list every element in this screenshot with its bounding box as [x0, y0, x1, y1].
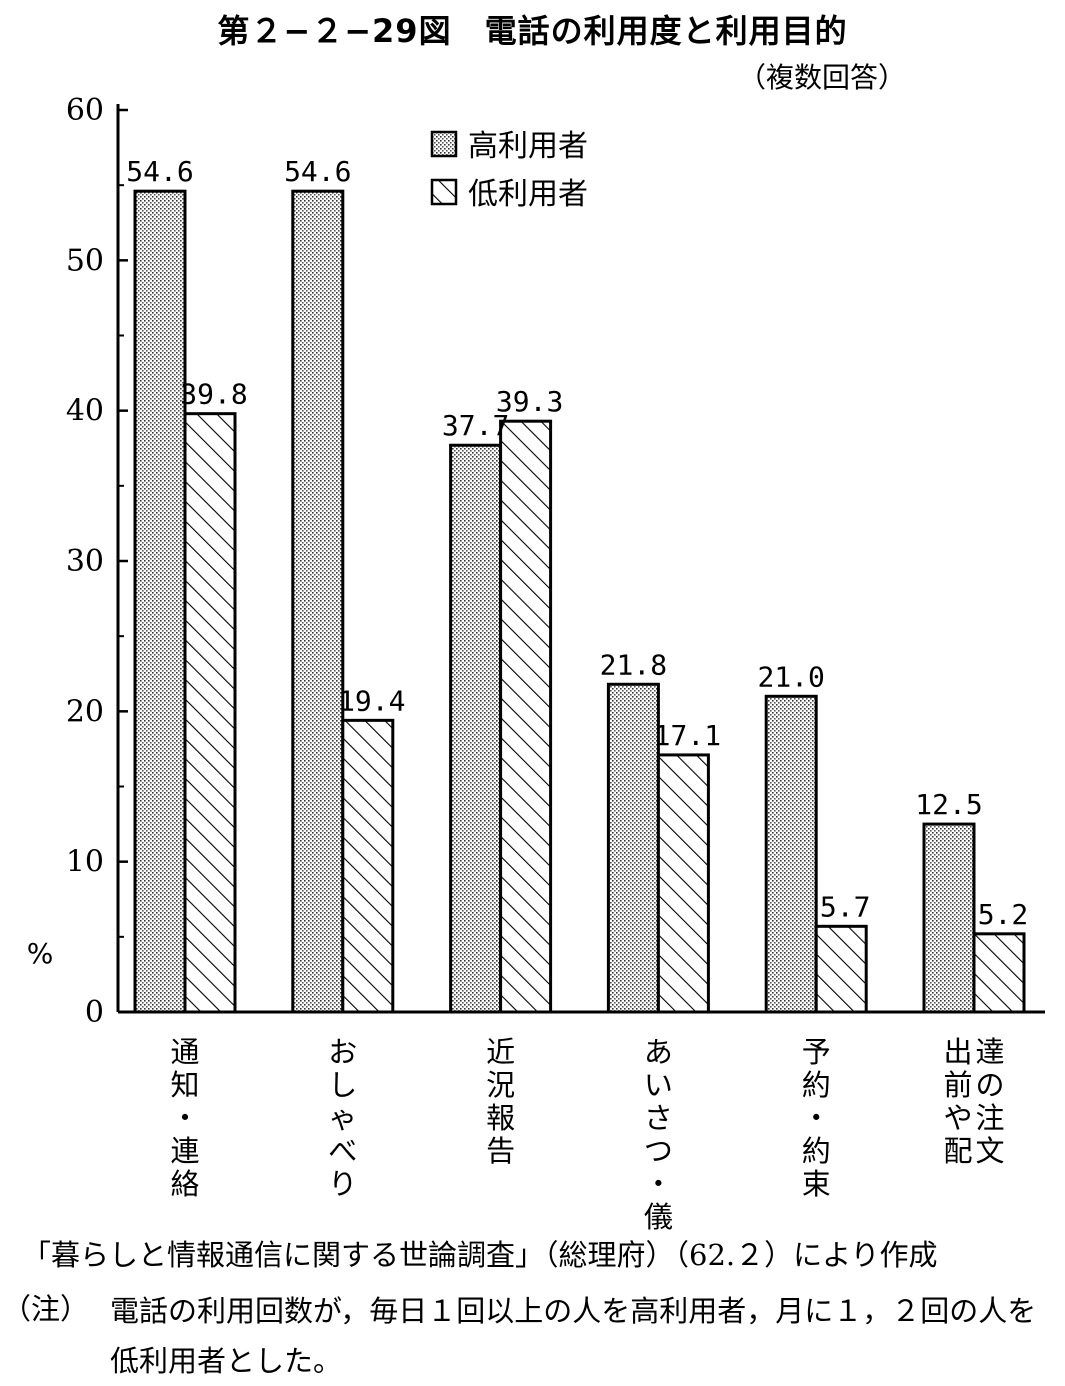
category-label-char: の [975, 1068, 1004, 1102]
data-label: 37.7 [442, 409, 509, 442]
data-label: 39.8 [180, 378, 247, 411]
category-label-char: 約 [802, 1068, 831, 1102]
bar-low [814, 924, 868, 1014]
category-label-char: 文 [975, 1134, 1004, 1168]
category-label-char: 約 [802, 1134, 831, 1168]
category-label-char: ・ [170, 1101, 199, 1135]
legend-swatch-high [430, 130, 458, 158]
category-label-char: ・ [644, 1167, 673, 1201]
category-label-char: 儀 [644, 1200, 673, 1230]
y-tick-label: 0 [85, 995, 104, 1030]
chart-subtitle: （複数回答） [738, 61, 907, 94]
category-label-char: 報 [486, 1101, 515, 1135]
category-label-char: 近 [486, 1035, 515, 1069]
category-label-char: つ [644, 1134, 673, 1168]
category-label-char: べ [328, 1134, 357, 1168]
data-label: 54.6 [126, 155, 193, 188]
category-label-char: 前 [943, 1068, 972, 1102]
bar-low [972, 932, 1026, 1014]
y-tick-label: 30 [66, 544, 104, 579]
category-label-char: 配 [943, 1134, 972, 1168]
source-note: 「暮らしと情報通信に関する世論調査」（総理府）（62.２）により作成 [22, 1238, 938, 1272]
legend-label-high: 高利用者 [468, 129, 588, 164]
bar-high [764, 694, 818, 1014]
bar-high [291, 189, 345, 1014]
data-label: 5.2 [978, 898, 1029, 931]
category-label-char: あ [644, 1035, 673, 1069]
category-label-char: し [328, 1068, 357, 1102]
category-label-char: 告 [486, 1134, 515, 1168]
legend-swatch-low [430, 178, 458, 206]
data-label: 21.8 [600, 648, 667, 681]
data-label: 17.1 [654, 719, 721, 752]
category-label-char: り [328, 1167, 357, 1201]
bar-low [341, 718, 395, 1014]
y-tick-label: 50 [66, 243, 104, 278]
legend-label-low: 低利用者 [468, 177, 588, 212]
bar-low [656, 753, 710, 1014]
data-label: 12.5 [915, 788, 982, 821]
category-label-char: ゃ [328, 1101, 357, 1135]
category-label-char: 予 [802, 1035, 831, 1069]
data-label: 54.6 [284, 155, 351, 188]
bar-high [606, 682, 660, 1014]
note-label: （注） [2, 1292, 90, 1326]
y-tick-label: 20 [66, 694, 104, 729]
category-label-char: さ [644, 1101, 673, 1135]
category-label-char: ・ [802, 1101, 831, 1135]
y-axis-label: % [27, 937, 54, 970]
bar-low [183, 412, 237, 1014]
category-label-char: 絡 [170, 1167, 199, 1201]
category-label-char: い [644, 1068, 673, 1102]
category-label-char: 束 [802, 1167, 831, 1201]
bar-low [499, 419, 553, 1014]
data-label: 19.4 [338, 684, 405, 717]
y-tick-label: 40 [66, 394, 104, 429]
data-label: 39.3 [496, 385, 563, 418]
category-label-char: 出 [943, 1035, 972, 1069]
category-label-char: や [943, 1101, 972, 1135]
data-label: 5.7 [820, 890, 871, 923]
data-label: 21.0 [757, 660, 824, 693]
category-label-char: お [328, 1035, 357, 1069]
category-label-char: 知 [170, 1068, 199, 1102]
chart-title: 第２−２−29図 電話の利用度と利用目的 [217, 12, 848, 50]
category-label-char: 注 [975, 1101, 1004, 1135]
bar-high [922, 822, 976, 1014]
note-text: 電話の利用回数が，毎日１回以上の人を高利用者，月に１，２回の人を低利用者とした。 [110, 1294, 1037, 1378]
category-label-char: 況 [486, 1068, 515, 1102]
y-tick-label: 60 [66, 93, 104, 128]
category-label-char: 連 [170, 1134, 199, 1168]
bar-high [133, 189, 187, 1014]
bar-high [449, 443, 503, 1014]
category-label-char: 達 [975, 1035, 1004, 1069]
category-label-char: 通 [170, 1035, 199, 1069]
y-tick-label: 10 [66, 845, 104, 880]
